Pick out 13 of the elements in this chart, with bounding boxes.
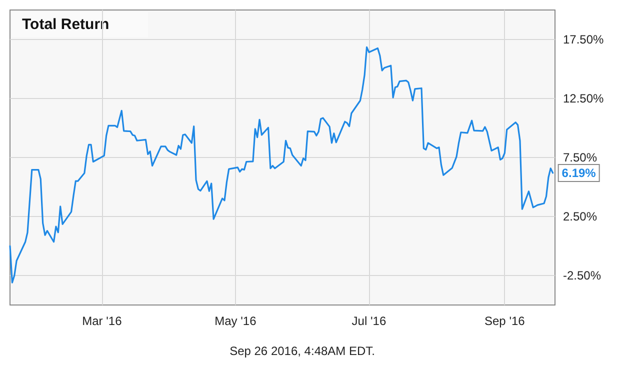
text: Sep 26 2016, 4:48AM EDT. xyxy=(230,344,376,358)
y-tick-label: 12.50% xyxy=(563,92,604,106)
x-tick-label: May '16 xyxy=(214,314,257,328)
y-tick-label: -2.50% xyxy=(563,268,602,282)
y-tick-label: 2.50% xyxy=(563,210,598,224)
y-tick-label: 17.50% xyxy=(563,32,604,46)
annotation: 6.19% xyxy=(562,166,596,180)
line-series xyxy=(9,46,554,284)
x-tick-label: Jul '16 xyxy=(352,314,386,328)
x-tick-label: Sep '16 xyxy=(484,314,526,328)
chart-title: Total Return xyxy=(22,16,110,33)
y-tick-label: 7.50% xyxy=(563,150,598,164)
x-tick-label: Mar '16 xyxy=(82,314,122,328)
